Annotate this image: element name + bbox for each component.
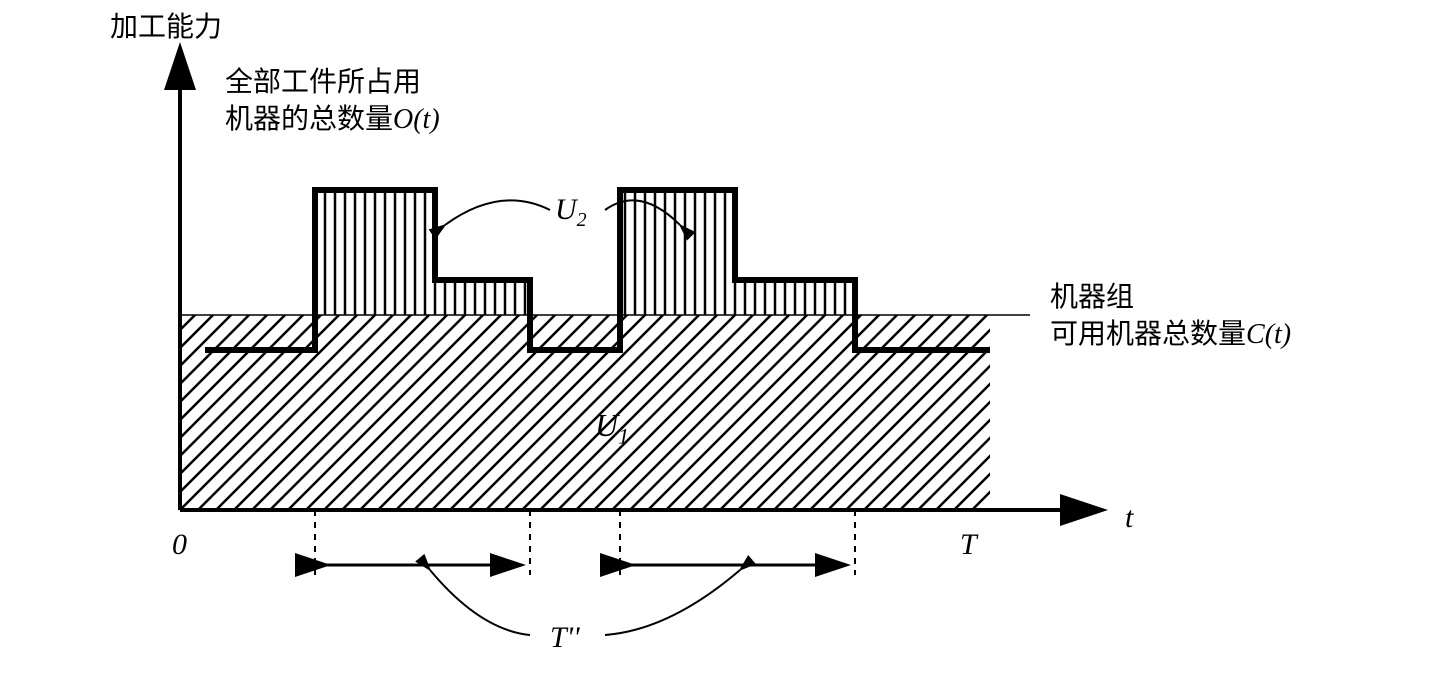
t-double-prime-label: T'' — [550, 618, 580, 657]
capacity-label-line1: 机器组 — [1050, 280, 1134, 316]
origin-label: 0 — [172, 525, 187, 564]
t2prime-curve-left — [430, 570, 530, 635]
u2-label: U2 — [555, 190, 587, 233]
capacity-region — [180, 315, 990, 510]
y-axis-label: 加工能力 — [110, 10, 222, 46]
occupied-label-line1: 全部工件所占用 — [225, 65, 421, 101]
t2prime-curve-right — [605, 570, 740, 635]
occupied-label-line2: 机器的总数量O(t) — [225, 102, 440, 138]
u1-label: U1 — [595, 405, 629, 451]
capacity-diagram: 加工能力 全部工件所占用 机器的总数量O(t) U2 机器组 可用机器总数量C(… — [50, 10, 1390, 666]
capacity-label-line2: 可用机器总数量C(t) — [1050, 317, 1291, 353]
x-end-label: T — [960, 525, 977, 564]
u2-curve-left — [445, 200, 550, 225]
exceed-region-1 — [315, 190, 530, 315]
x-axis-label: t — [1125, 498, 1133, 537]
